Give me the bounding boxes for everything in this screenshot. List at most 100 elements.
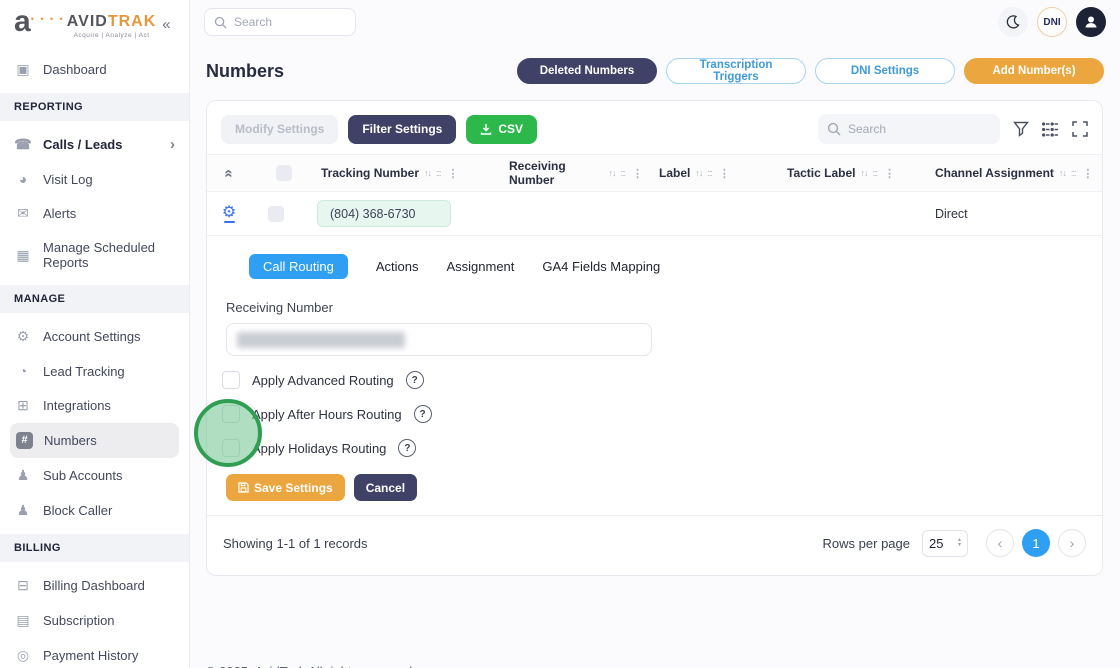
- sidebar-item-sub-accounts[interactable]: ♟ Sub Accounts: [0, 458, 189, 493]
- help-icon[interactable]: ?: [405, 371, 424, 389]
- column-header-channel-assignment[interactable]: Channel Assignment ↑↓::: ⋮: [935, 166, 1094, 180]
- sidebar-item-numbers[interactable]: # Numbers: [10, 423, 179, 458]
- transcription-triggers-button[interactable]: Transcription Triggers: [666, 58, 806, 84]
- column-menu-icon[interactable]: ⋮: [447, 167, 459, 180]
- copyright-text: © 2025. AvidTrak All rights reserved.: [206, 664, 1120, 668]
- sidebar-item-lead-tracking[interactable]: ◔ Lead Tracking: [0, 354, 189, 388]
- add-numbers-button[interactable]: Add Number(s): [964, 58, 1104, 84]
- row-settings-button[interactable]: ⚙: [222, 204, 236, 223]
- drag-handle-icon[interactable]: :::: [1070, 168, 1076, 178]
- rows-per-page-stepper[interactable]: 25 ▴ ▾: [922, 529, 968, 557]
- sort-icon[interactable]: ↑↓: [860, 168, 868, 178]
- select-all-checkbox[interactable]: [276, 165, 292, 181]
- redacted-input-value: [237, 331, 405, 348]
- avidtrak-logo[interactable]: a • • • • AVIDTRAK Acquire | Analyze | A…: [0, 0, 189, 52]
- column-header-tactic-label[interactable]: Tactic Label ↑↓::: ⋮: [787, 166, 895, 180]
- dni-badge[interactable]: DNI: [1037, 7, 1067, 37]
- sidebar-collapse-icon[interactable]: «: [162, 16, 171, 33]
- deleted-numbers-button[interactable]: Deleted Numbers: [517, 58, 657, 84]
- sidebar-item-block-caller[interactable]: ♟ Block Caller: [0, 493, 189, 528]
- search-icon: [214, 16, 227, 29]
- drag-handle-icon[interactable]: :::: [620, 168, 625, 178]
- save-settings-button[interactable]: Save Settings: [226, 474, 345, 501]
- person-icon: ♟: [16, 502, 30, 518]
- receiving-number-label: Receiving Number: [226, 300, 333, 315]
- cancel-button[interactable]: Cancel: [353, 474, 418, 501]
- drag-handle-icon[interactable]: :::: [872, 168, 877, 178]
- fullscreen-icon[interactable]: [1072, 121, 1088, 137]
- drag-handle-icon[interactable]: :::: [707, 168, 712, 178]
- column-menu-icon[interactable]: ⋮: [883, 167, 895, 180]
- drag-handle-icon[interactable]: :::: [436, 168, 441, 178]
- apply-advanced-routing-checkbox[interactable]: [222, 371, 240, 389]
- dni-settings-button[interactable]: DNI Settings: [815, 58, 955, 84]
- receiving-number-field[interactable]: [226, 323, 652, 356]
- expand-all-icon: «: [220, 168, 238, 178]
- filter-funnel-icon[interactable]: [1013, 121, 1029, 137]
- select-all-cell: [251, 165, 301, 181]
- column-menu-icon[interactable]: ⋮: [1082, 167, 1094, 180]
- tracking-number-value[interactable]: (804) 368-6730: [317, 200, 451, 227]
- moon-icon: [1006, 15, 1020, 29]
- sidebar-item-calls-leads[interactable]: ☎ Calls / Leads ›: [14, 136, 175, 153]
- sort-icon[interactable]: ↑↓: [608, 168, 616, 178]
- logo-dots: • • • •: [30, 14, 65, 24]
- tab-assignment[interactable]: Assignment: [446, 259, 515, 274]
- column-header-receiving-number[interactable]: Receiving Number ↑↓::: ⋮: [509, 159, 643, 187]
- dollar-circle-icon: ◎: [16, 647, 30, 663]
- filter-settings-button[interactable]: Filter Settings: [348, 114, 457, 144]
- user-avatar[interactable]: [1076, 7, 1106, 37]
- sort-icon[interactable]: ↑↓: [424, 168, 432, 178]
- prev-page-button[interactable]: ‹: [986, 529, 1014, 557]
- modify-settings-button[interactable]: Modify Settings: [221, 114, 339, 144]
- sidebar-item-visit-log[interactable]: ◕ Visit Log: [0, 162, 189, 196]
- sidebar-item-account-settings[interactable]: ⚙ Account Settings: [0, 319, 189, 354]
- apply-after-hours-routing-checkbox[interactable]: [222, 405, 240, 423]
- column-menu-icon[interactable]: ⋮: [718, 167, 730, 180]
- sidebar-item-dashboard[interactable]: ▣ Dashboard: [0, 52, 189, 87]
- help-icon[interactable]: ?: [398, 439, 417, 457]
- tab-ga4-fields-mapping[interactable]: GA4 Fields Mapping: [542, 259, 661, 274]
- sort-icon[interactable]: ↑↓: [695, 168, 703, 178]
- user-icon: [1085, 16, 1097, 28]
- expand-all-toggle[interactable]: «: [207, 165, 251, 182]
- next-page-button[interactable]: ›: [1058, 529, 1086, 557]
- column-menu-icon[interactable]: ⋮: [632, 167, 643, 180]
- sidebar-section-manage: MANAGE: [0, 285, 189, 313]
- sidebar-item-subscription[interactable]: ▤ Subscription: [0, 603, 189, 638]
- column-settings-icon[interactable]: [1042, 121, 1059, 137]
- global-search-input[interactable]: [234, 15, 334, 29]
- table-search[interactable]: [818, 114, 1000, 144]
- pie-chart-icon: ◔: [18, 363, 28, 379]
- dark-mode-toggle[interactable]: [998, 7, 1028, 37]
- global-search[interactable]: [204, 8, 356, 36]
- column-header-tracking-number[interactable]: Tracking Number ↑↓::: ⋮: [321, 166, 459, 180]
- table-toolbar: Modify Settings Filter Settings CSV: [207, 101, 1102, 154]
- column-header-label[interactable]: Label ↑↓::: ⋮: [659, 166, 730, 180]
- tab-actions[interactable]: Actions: [375, 259, 419, 274]
- brand-name: AVIDTRAK: [66, 13, 157, 30]
- tab-call-routing[interactable]: Call Routing: [249, 254, 348, 279]
- sidebar-item-billing-dashboard[interactable]: ⊟ Billing Dashboard: [0, 568, 189, 603]
- help-icon[interactable]: ?: [413, 405, 432, 423]
- sidebar-item-payment-history[interactable]: ◎ Payment History: [0, 638, 189, 668]
- sidebar-item-label: Dashboard: [43, 62, 107, 77]
- sidebar-item-integrations[interactable]: ⊞ Integrations: [0, 388, 189, 423]
- row-checkbox[interactable]: [268, 205, 284, 222]
- csv-export-button[interactable]: CSV: [466, 114, 538, 144]
- subscription-card-icon: ▤: [16, 612, 30, 628]
- rows-per-page-value: 25: [929, 535, 944, 551]
- people-icon: ♟: [16, 467, 30, 483]
- sort-icon[interactable]: ↑↓: [1058, 168, 1067, 178]
- calendar-icon: ▦: [16, 246, 30, 263]
- table-header-row: « Tracking Number ↑↓::: ⋮ Receiving Number…: [207, 154, 1102, 192]
- table-footer: Showing 1-1 of 1 records Rows per page 2…: [207, 515, 1102, 575]
- phone-icon: ☎: [14, 136, 32, 152]
- sidebar-item-manage-scheduled-reports[interactable]: ▦ Manage Scheduled Reports: [0, 231, 189, 279]
- rows-per-page-label: Rows per page: [822, 535, 910, 551]
- sidebar-item-alerts[interactable]: ✉ Alerts: [0, 196, 189, 231]
- apply-holidays-routing-checkbox[interactable]: [222, 439, 240, 457]
- topbar: DNI: [190, 0, 1120, 44]
- table-search-input[interactable]: [848, 122, 948, 136]
- current-page-button[interactable]: 1: [1022, 529, 1050, 557]
